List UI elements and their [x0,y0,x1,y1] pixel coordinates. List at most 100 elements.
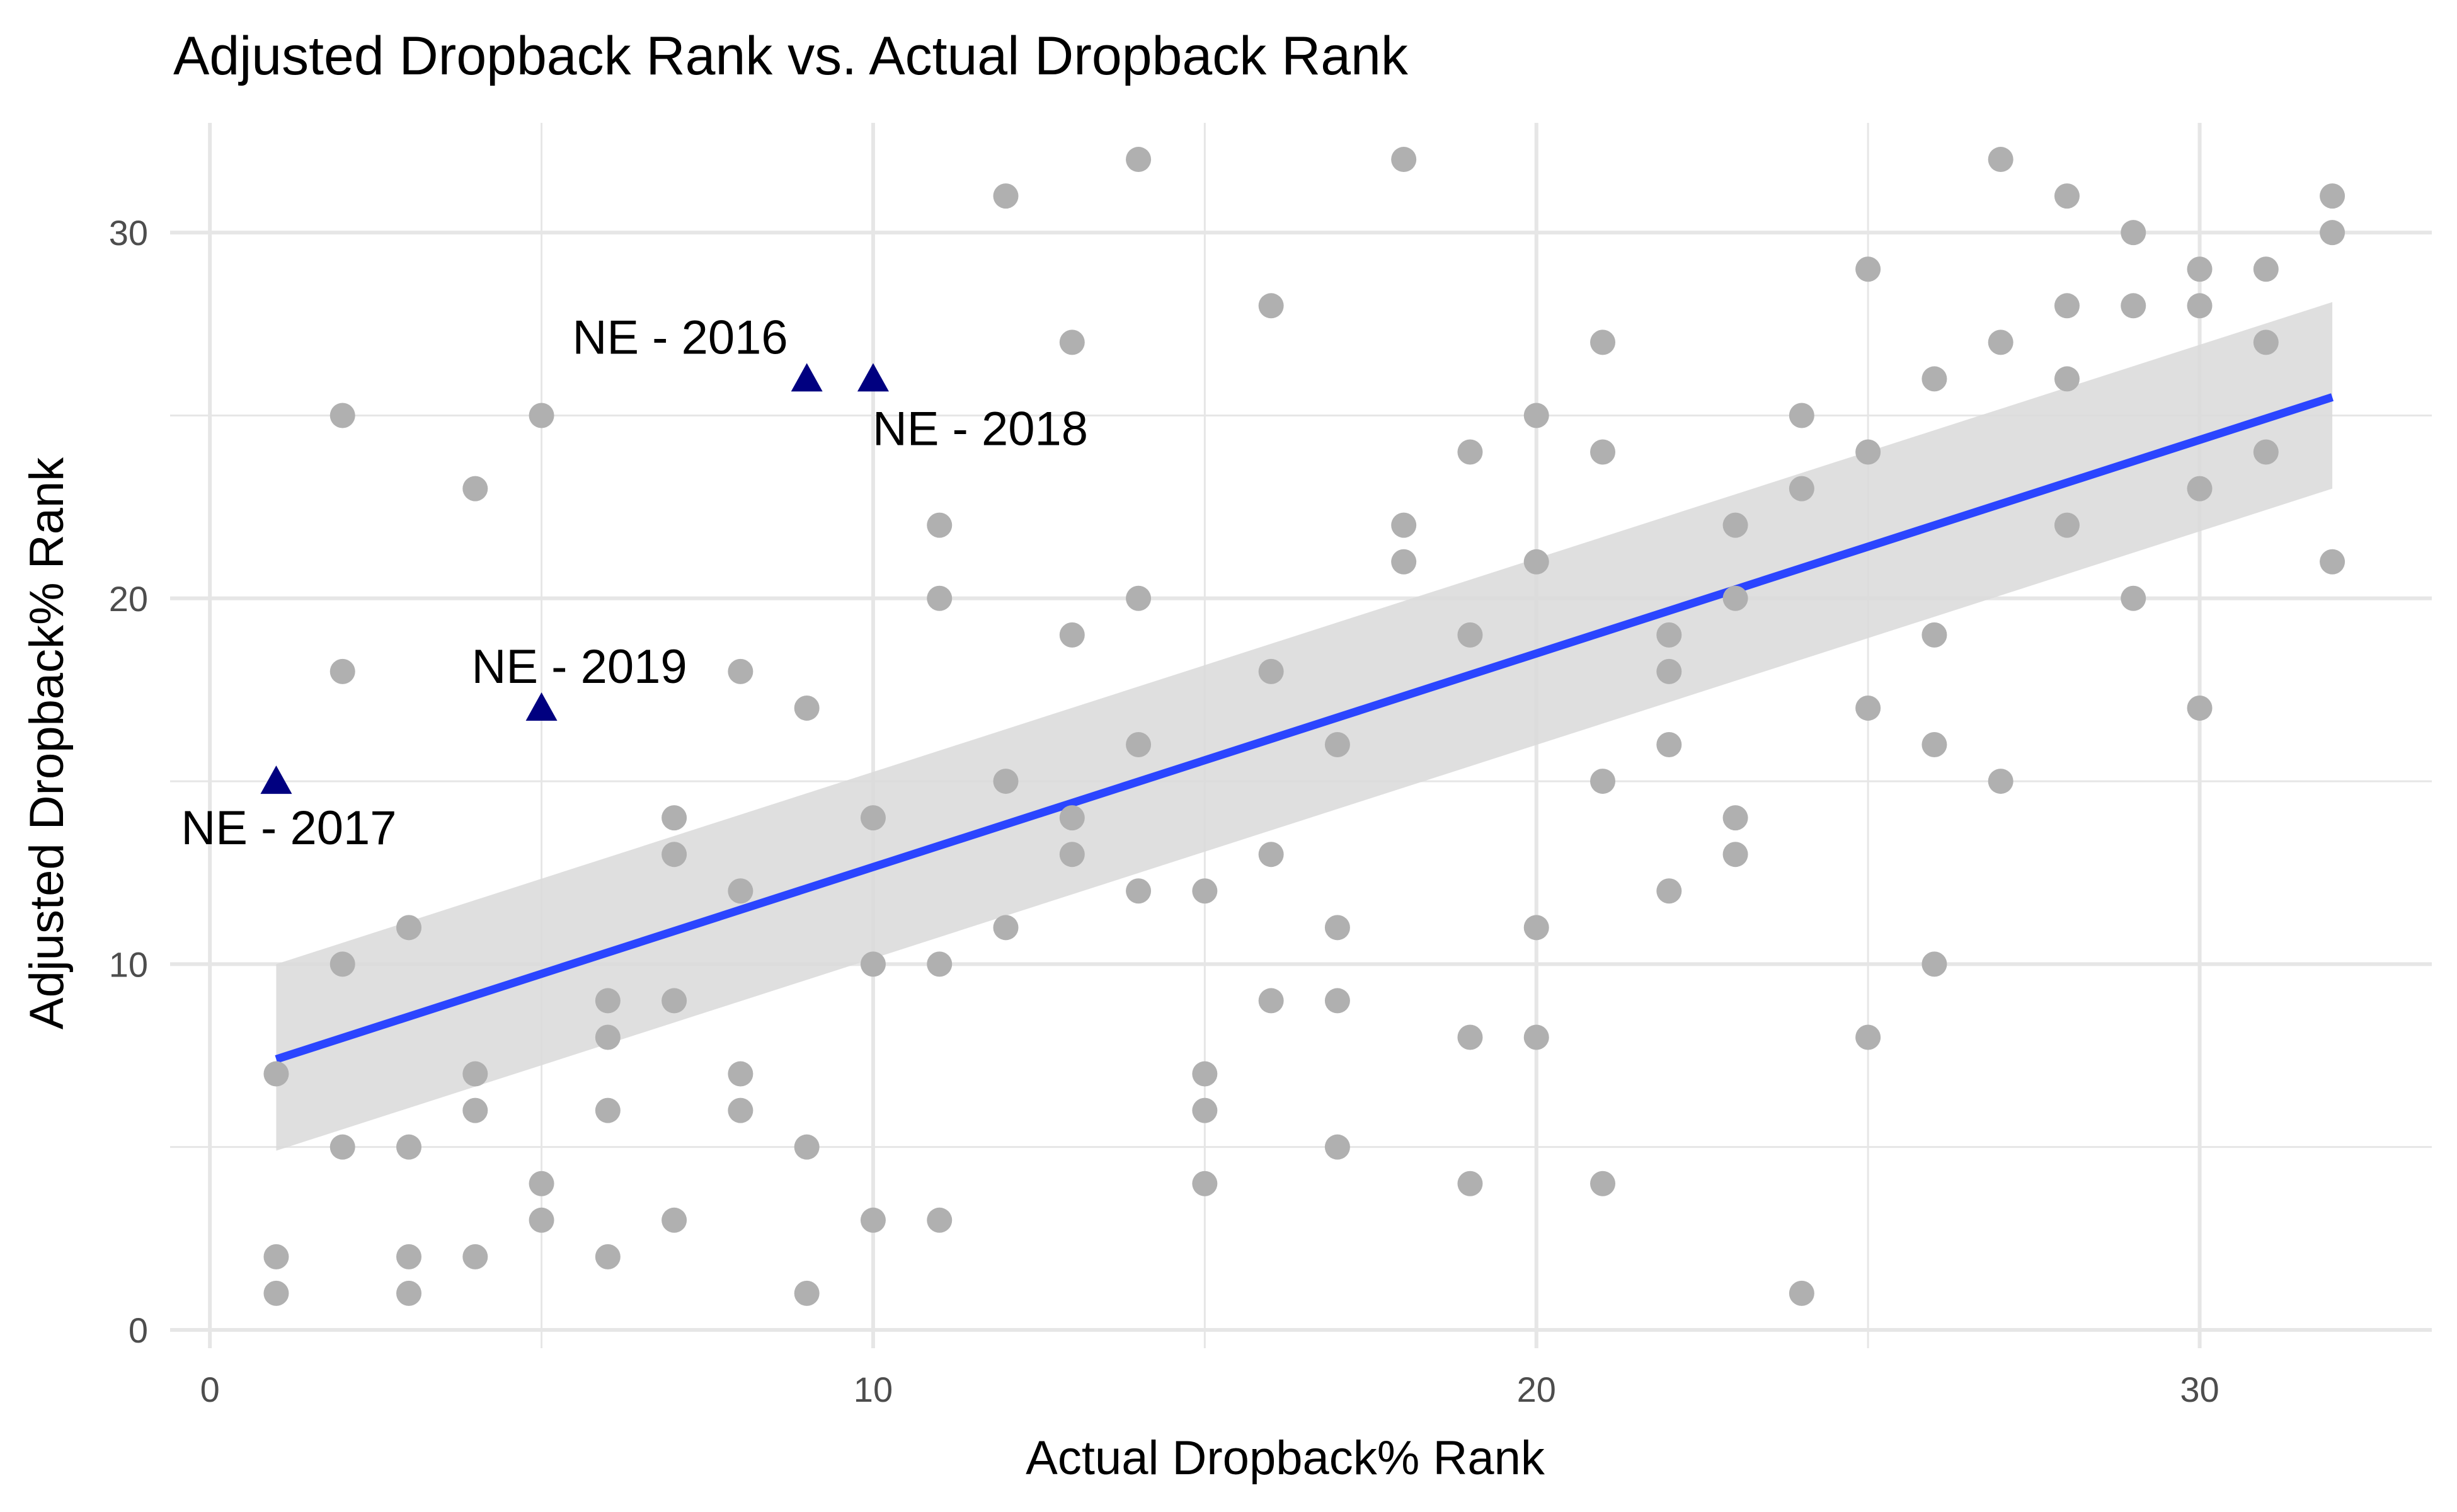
data-point [1457,1024,1483,1050]
data-point [1722,842,1748,868]
data-point [2187,476,2213,501]
data-point [728,1061,753,1087]
data-point [1922,951,1947,977]
data-point [1722,585,1748,611]
data-point [860,805,886,831]
data-point [1059,329,1085,355]
data-point [1126,732,1152,758]
y-tick-label: 10 [109,944,148,984]
point-annotation: NE - 2017 [181,801,396,855]
data-point [1457,622,1483,648]
data-point [1988,769,2013,794]
data-point [993,183,1019,209]
data-point [1855,1024,1881,1050]
data-point [529,403,554,428]
data-point [396,1134,422,1160]
data-point [595,988,621,1014]
data-point [1258,988,1284,1014]
data-point [529,1171,554,1196]
data-point [1590,329,1616,355]
data-point [1324,1134,1350,1160]
data-point [1059,805,1085,831]
data-point [2320,549,2345,575]
point-annotation: NE - 2018 [873,402,1088,455]
x-tick-label: 30 [2180,1370,2219,1409]
data-point [462,1244,488,1269]
data-point [2253,256,2279,282]
highlight-triangle [525,692,558,721]
data-point [993,915,1019,941]
data-point [1590,439,1616,465]
data-point [1059,842,1085,868]
data-point [396,1244,422,1269]
data-point [396,1280,422,1306]
point-annotation: NE - 2019 [471,640,687,694]
data-point [1922,622,1947,648]
data-point [1922,366,1947,392]
data-point [860,951,886,977]
x-tick-label: 0 [200,1370,220,1409]
data-point [1789,476,1814,501]
data-point [927,951,953,977]
data-point [462,1061,488,1087]
data-point [595,1244,621,1269]
y-tick-label: 0 [129,1310,148,1350]
data-point [2054,512,2080,538]
data-point [263,1280,289,1306]
data-point [1855,695,1881,721]
data-point [2121,585,2146,611]
data-point [529,1207,554,1233]
x-tick-label: 20 [1517,1370,1556,1409]
data-point [1722,805,1748,831]
data-point [2054,183,2080,209]
data-point [263,1061,289,1087]
data-point [1391,549,1417,575]
y-axis-title: Adjusted Dropback% Rank [20,457,74,1029]
data-point [462,476,488,501]
highlight-triangle [260,765,292,794]
data-point [927,585,953,611]
data-point [1258,842,1284,868]
data-point [462,1097,488,1123]
data-point [1855,439,1881,465]
data-point [1590,769,1616,794]
data-point [1391,512,1417,538]
x-axis-title: Actual Dropback% Rank [1026,1431,1545,1485]
data-point [2253,329,2279,355]
data-point [263,1244,289,1269]
data-point [794,695,820,721]
data-point [927,512,953,538]
data-point [662,842,687,868]
data-point [1789,1280,1814,1306]
data-point [860,1207,886,1233]
data-point [1523,403,1549,428]
data-point [1126,147,1152,173]
data-point [728,878,753,904]
data-point [1922,732,1947,758]
highlight-triangle [857,363,889,392]
data-point [329,1134,355,1160]
data-point [662,988,687,1014]
data-point [1258,658,1284,684]
data-point [2320,220,2345,246]
points-layer: NE - 2016 NE - 2017 NE - 2018 NE - 2019 [181,147,2345,1306]
data-point [1059,622,1085,648]
data-point [728,658,753,684]
y-tick-label: 20 [109,579,148,619]
data-point [1126,585,1152,611]
data-point [794,1134,820,1160]
data-point [2121,293,2146,319]
data-point [396,915,422,941]
data-point [1457,439,1483,465]
regression-line [275,393,2334,1063]
data-point [1324,988,1350,1014]
data-point [595,1097,621,1123]
data-point [1324,732,1350,758]
data-point [993,769,1019,794]
data-point [1126,878,1152,904]
data-point [595,1024,621,1050]
data-point [1789,403,1814,428]
data-point [329,403,355,428]
data-point [1523,549,1549,575]
point-annotation: NE - 2016 [572,311,788,364]
